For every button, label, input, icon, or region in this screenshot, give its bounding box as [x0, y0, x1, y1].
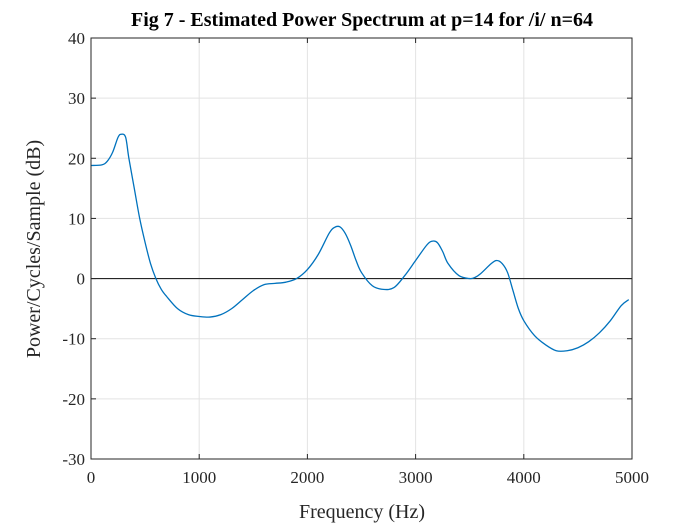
x-tick-label: 5000 [615, 468, 649, 487]
x-tick-label: 2000 [290, 468, 324, 487]
y-tick-label: 30 [68, 89, 85, 108]
chart-title: Fig 7 - Estimated Power Spectrum at p=14… [131, 9, 593, 31]
y-tick-label: 0 [77, 270, 86, 289]
x-axis-label: Frequency (Hz) [299, 501, 425, 523]
grid [90, 37, 633, 460]
x-tick-label: 0 [87, 468, 96, 487]
y-axis-label: Power/Cycles/Sample (dB) [23, 140, 45, 358]
y-tick-label: 10 [68, 209, 85, 228]
y-tick-label: -30 [62, 450, 85, 469]
x-tick-label: 3000 [399, 468, 433, 487]
y-tick-label: 40 [68, 29, 85, 48]
y-tick-label: 20 [68, 149, 85, 168]
x-tick-label: 1000 [182, 468, 216, 487]
y-tick-label: -20 [62, 390, 85, 409]
x-axis: 0 1000 2000 3000 4000 5000 [87, 38, 649, 487]
series-line [90, 133, 630, 352]
y-tick-label: -10 [62, 330, 85, 349]
y-axis: -30 -20 -10 0 10 20 30 40 [62, 29, 632, 469]
x-tick-label: 4000 [507, 468, 541, 487]
plot-frame [90, 37, 633, 460]
